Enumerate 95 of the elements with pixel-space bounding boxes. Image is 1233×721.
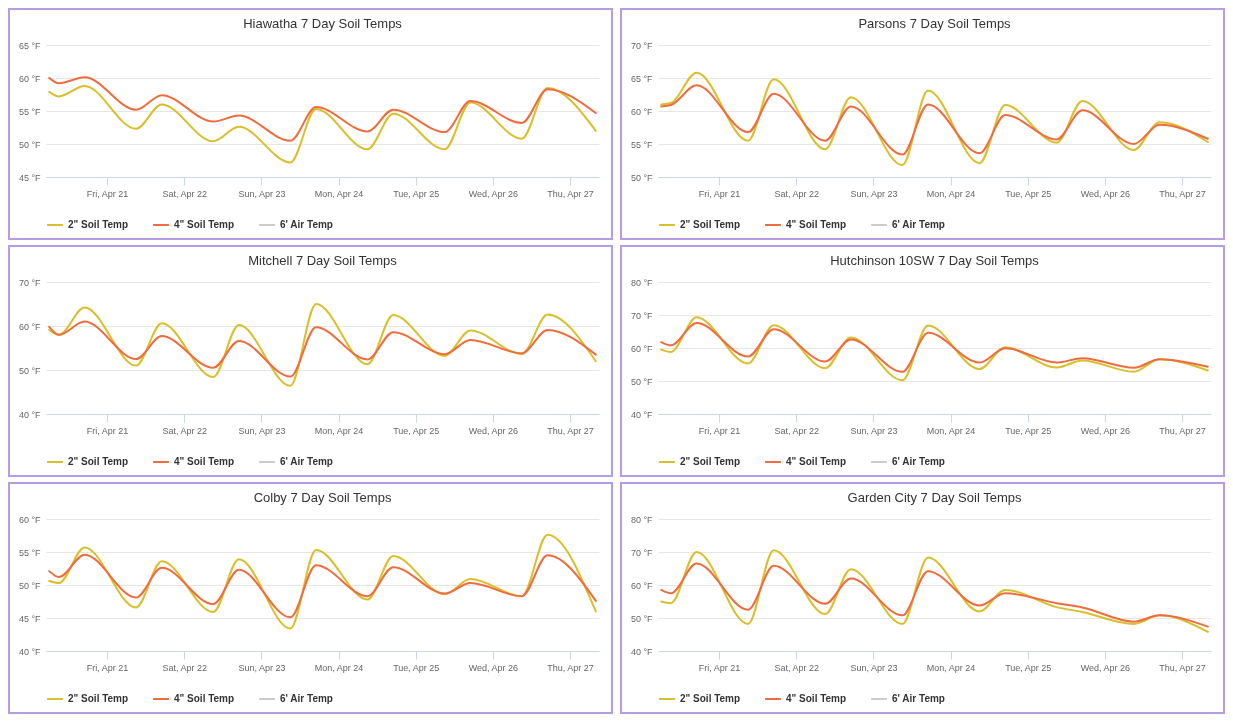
x-tick-label: Sat, Apr 22: [162, 188, 208, 199]
y-tick-label: 65 °F: [18, 40, 41, 51]
y-tick-label: 60 °F: [18, 73, 41, 84]
y-tick-label: 55 °F: [18, 106, 41, 117]
x-tick-label: Sun, Apr 23: [850, 188, 898, 199]
legend-label: 6' Air Temp: [280, 456, 333, 467]
x-tick-label: Mon, Apr 24: [926, 188, 976, 199]
x-tick-label: Mon, Apr 24: [314, 188, 364, 199]
y-tick-label: 60 °F: [18, 321, 41, 332]
y-tick-label: 60 °F: [18, 514, 41, 525]
y-tick-label: 50 °F: [18, 580, 41, 591]
x-tick-label: Mon, Apr 24: [926, 662, 976, 673]
x-tick-label: Mon, Apr 24: [314, 662, 364, 673]
legend-label: 4" Soil Temp: [786, 219, 847, 230]
x-tick-label: Sat, Apr 22: [774, 188, 820, 199]
x-tick-label: Tue, Apr 25: [393, 425, 440, 436]
y-tick-label: 55 °F: [630, 139, 653, 150]
legend-label: 4" Soil Temp: [174, 456, 235, 467]
legend-label: 2" Soil Temp: [680, 456, 741, 467]
y-tick-label: 80 °F: [630, 277, 653, 288]
legend-label: 6' Air Temp: [892, 693, 945, 704]
legend-label: 2" Soil Temp: [680, 693, 741, 704]
x-tick-label: Thu, Apr 27: [1159, 662, 1206, 673]
x-tick-label: Fri, Apr 21: [698, 188, 741, 199]
y-tick-label: 70 °F: [18, 277, 41, 288]
x-tick-label: Sat, Apr 22: [162, 425, 208, 436]
y-tick-label: 50 °F: [18, 139, 41, 150]
x-tick-label: Tue, Apr 25: [393, 662, 440, 673]
x-tick-label: Tue, Apr 25: [1005, 662, 1052, 673]
x-tick-label: Sat, Apr 22: [162, 662, 208, 673]
legend-label: 2" Soil Temp: [68, 219, 129, 230]
x-tick-label: Fri, Apr 21: [698, 425, 741, 436]
y-tick-label: 70 °F: [630, 40, 653, 51]
legend-label: 2" Soil Temp: [680, 219, 741, 230]
y-tick-label: 80 °F: [630, 514, 653, 525]
x-tick-label: Sun, Apr 23: [238, 662, 286, 673]
chart-title: Colby 7 Day Soil Temps: [253, 490, 392, 505]
chart-title: Parsons 7 Day Soil Temps: [858, 16, 1012, 31]
x-tick-label: Sat, Apr 22: [774, 425, 820, 436]
legend-label: 4" Soil Temp: [174, 693, 235, 704]
legend-label: 6' Air Temp: [280, 219, 333, 230]
chart-title: Hiawatha 7 Day Soil Temps: [243, 16, 403, 31]
legend-label: 4" Soil Temp: [786, 693, 847, 704]
y-tick-label: 60 °F: [630, 580, 653, 591]
chart-title: Mitchell 7 Day Soil Temps: [248, 253, 398, 268]
y-tick-label: 60 °F: [630, 106, 653, 117]
x-tick-label: Sun, Apr 23: [238, 188, 286, 199]
x-tick-label: Tue, Apr 25: [1005, 425, 1052, 436]
x-tick-label: Sun, Apr 23: [238, 425, 286, 436]
chart-title: Garden City 7 Day Soil Temps: [847, 490, 1022, 505]
y-tick-label: 50 °F: [18, 365, 41, 376]
y-tick-label: 50 °F: [630, 613, 653, 624]
legend-label: 6' Air Temp: [892, 219, 945, 230]
x-tick-label: Fri, Apr 21: [86, 188, 129, 199]
x-tick-label: Thu, Apr 27: [547, 188, 594, 199]
x-tick-label: Tue, Apr 25: [1005, 188, 1052, 199]
x-tick-label: Wed, Apr 26: [468, 425, 519, 436]
x-tick-label: Sun, Apr 23: [850, 425, 898, 436]
y-tick-label: 50 °F: [630, 376, 653, 387]
x-tick-label: Wed, Apr 26: [1080, 425, 1131, 436]
y-tick-label: 40 °F: [18, 646, 41, 657]
y-tick-label: 40 °F: [18, 409, 41, 420]
x-tick-label: Thu, Apr 27: [1159, 188, 1206, 199]
legend-label: 4" Soil Temp: [786, 456, 847, 467]
x-tick-label: Thu, Apr 27: [547, 425, 594, 436]
y-tick-label: 60 °F: [630, 343, 653, 354]
y-tick-label: 40 °F: [630, 409, 653, 420]
x-tick-label: Wed, Apr 26: [1080, 188, 1131, 199]
x-tick-label: Wed, Apr 26: [468, 662, 519, 673]
y-tick-label: 65 °F: [630, 73, 653, 84]
legend-label: 4" Soil Temp: [174, 219, 235, 230]
x-tick-label: Wed, Apr 26: [468, 188, 519, 199]
x-tick-label: Thu, Apr 27: [1159, 425, 1206, 436]
legend-label: 6' Air Temp: [280, 693, 333, 704]
x-tick-label: Thu, Apr 27: [547, 662, 594, 673]
x-tick-label: Wed, Apr 26: [1080, 662, 1131, 673]
x-tick-label: Mon, Apr 24: [926, 425, 976, 436]
x-tick-label: Tue, Apr 25: [393, 188, 440, 199]
x-tick-label: Sat, Apr 22: [774, 662, 820, 673]
chart-title: Hutchinson 10SW 7 Day Soil Temps: [830, 253, 1040, 268]
y-tick-label: 50 °F: [630, 172, 653, 183]
x-tick-label: Fri, Apr 21: [698, 662, 741, 673]
y-tick-label: 55 °F: [18, 547, 41, 558]
x-tick-label: Fri, Apr 21: [86, 425, 129, 436]
x-tick-label: Mon, Apr 24: [314, 425, 364, 436]
y-tick-label: 70 °F: [630, 547, 653, 558]
legend-label: 2" Soil Temp: [68, 693, 129, 704]
y-tick-label: 40 °F: [630, 646, 653, 657]
legend-label: 6' Air Temp: [892, 456, 945, 467]
y-tick-label: 45 °F: [18, 172, 41, 183]
y-tick-label: 45 °F: [18, 613, 41, 624]
y-tick-label: 70 °F: [630, 310, 653, 321]
legend-label: 2" Soil Temp: [68, 456, 129, 467]
x-tick-label: Sun, Apr 23: [850, 662, 898, 673]
x-tick-label: Fri, Apr 21: [86, 662, 129, 673]
